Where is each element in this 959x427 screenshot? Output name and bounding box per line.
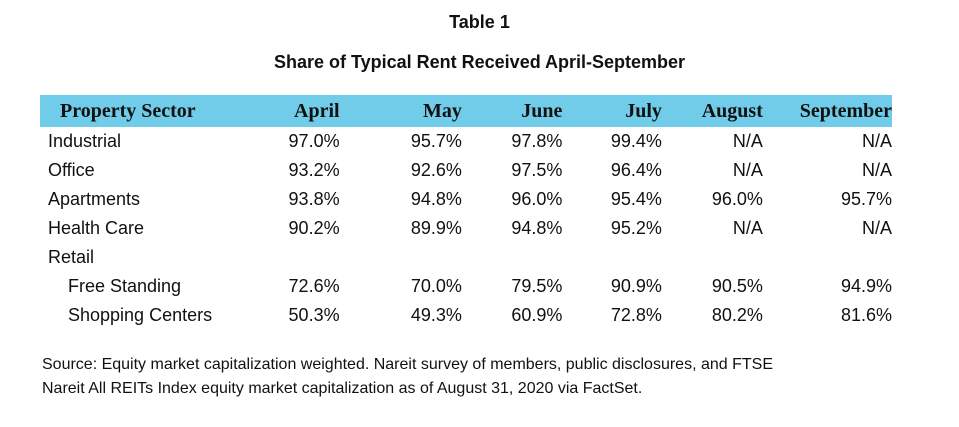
table-cell: N/A	[861, 131, 892, 151]
table-cell: 94.9%	[840, 276, 892, 296]
row-label: Industrial	[48, 131, 122, 151]
table-cell: 72.8%	[610, 305, 662, 325]
table-cell	[340, 243, 462, 272]
rent-table: Property Sector April May June July Augu…	[40, 95, 892, 330]
table-label: Table 1	[449, 12, 510, 32]
table-cell	[662, 243, 763, 272]
table-cell: 90.5%	[711, 276, 763, 296]
table-cell: 95.7%	[410, 131, 462, 151]
table-cell: 96.0%	[511, 189, 563, 209]
table-row: Shopping Centers 50.3% 49.3% 60.9% 72.8%…	[40, 301, 892, 330]
column-header-june: June	[521, 99, 563, 122]
table-row: Office 93.2% 92.6% 97.5% 96.4% N/A N/A	[40, 156, 892, 185]
table-row: Health Care 90.2% 89.9% 94.8% 95.2% N/A …	[40, 214, 892, 243]
column-header-august: August	[701, 99, 763, 122]
source-line: Nareit All REITs Index equity market cap…	[42, 380, 643, 397]
table-cell: 90.9%	[610, 276, 662, 296]
table-cell: 70.0%	[410, 276, 462, 296]
column-header-april: April	[294, 99, 340, 122]
table-cell: N/A	[861, 160, 892, 180]
table-cell: 97.0%	[288, 131, 340, 151]
table-cell: 72.6%	[288, 276, 340, 296]
table-cell: 79.5%	[511, 276, 563, 296]
table-cell: 96.0%	[711, 189, 763, 209]
table-cell: 97.8%	[511, 131, 563, 151]
table-cell: 60.9%	[511, 305, 563, 325]
table-cell: 94.8%	[410, 189, 462, 209]
table-row: Apartments 93.8% 94.8% 96.0% 95.4% 96.0%…	[40, 185, 892, 214]
table-cell: 95.4%	[610, 189, 662, 209]
table-header-row: Property Sector April May June July Augu…	[40, 95, 892, 127]
table-cell: 90.2%	[288, 218, 340, 238]
column-header-sector: Property Sector	[60, 99, 196, 122]
table-cell	[562, 243, 662, 272]
row-label: Shopping Centers	[68, 305, 213, 325]
table-cell: N/A	[861, 218, 892, 238]
table-row: Industrial 97.0% 95.7% 97.8% 99.4% N/A N…	[40, 127, 892, 156]
source-note: Source: Equity market capitalization wei…	[42, 353, 922, 401]
source-line: Source: Equity market capitalization wei…	[42, 356, 773, 373]
column-header-september: September	[799, 99, 892, 122]
table-cell: 89.9%	[410, 218, 462, 238]
table-cell: 93.2%	[288, 160, 340, 180]
row-label: Free Standing	[68, 276, 182, 296]
column-header-july: July	[625, 99, 662, 122]
table-cell: N/A	[732, 218, 763, 238]
table-cell: 96.4%	[610, 160, 662, 180]
table-cell: 80.2%	[711, 305, 763, 325]
table-cell	[266, 243, 340, 272]
table-cell	[462, 243, 562, 272]
table-cell: 50.3%	[288, 305, 340, 325]
row-label: Office	[48, 160, 95, 180]
row-label: Health Care	[48, 218, 145, 238]
table-cell: 97.5%	[511, 160, 563, 180]
table-cell: 93.8%	[288, 189, 340, 209]
table-row: Retail	[40, 243, 892, 272]
table-title: Share of Typical Rent Received April-Sep…	[273, 52, 686, 72]
table-cell: 92.6%	[410, 160, 462, 180]
table-cell	[763, 243, 892, 272]
table-cell: 94.8%	[511, 218, 563, 238]
column-header-may: May	[423, 99, 462, 122]
row-label: Retail	[48, 247, 95, 267]
table-cell: 99.4%	[610, 131, 662, 151]
table-cell: 95.2%	[610, 218, 662, 238]
table-cell: 95.7%	[840, 189, 892, 209]
table-cell: 49.3%	[410, 305, 462, 325]
table-cell: 81.6%	[840, 305, 892, 325]
row-label: Apartments	[48, 189, 141, 209]
table-cell: N/A	[732, 160, 763, 180]
table-cell: N/A	[732, 131, 763, 151]
table-row: Free Standing 72.6% 70.0% 79.5% 90.9% 90…	[40, 272, 892, 301]
